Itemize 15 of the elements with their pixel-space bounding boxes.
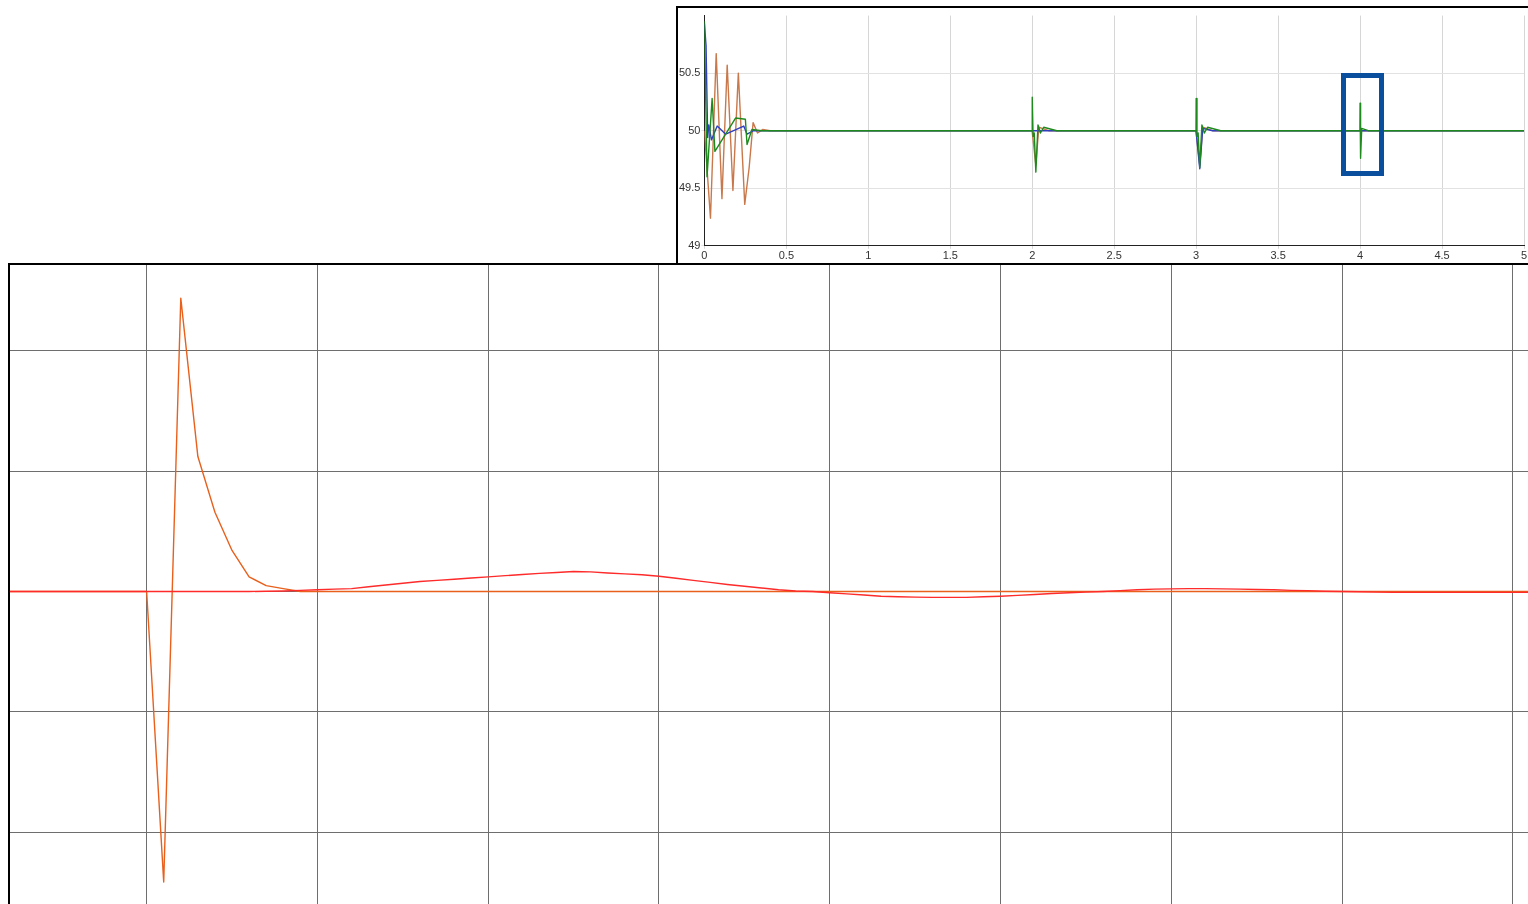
x-tick-label: 5 [1520,249,1528,262]
x-tick-label: 4 [1357,249,1364,262]
x-tick-label: 0.5 [778,249,795,262]
x-tick-label: 2 [1029,249,1036,262]
y-tick-label: 49 [688,238,701,251]
x-tick-label: 1.5 [942,249,958,262]
x-tick-label: 2.5 [1106,249,1122,262]
y-tick-label: 50 [688,123,701,136]
x-tick-label: 3 [1193,249,1200,262]
x-tick-label: 4.5 [1434,249,1450,262]
y-tick-label: 50.5 [678,66,701,79]
x-tick-label: 1 [865,249,872,262]
x-tick-label: 0 [701,249,708,262]
x-tick-label: 3.5 [1270,249,1286,262]
y-tick-label: 49.5 [678,181,701,194]
